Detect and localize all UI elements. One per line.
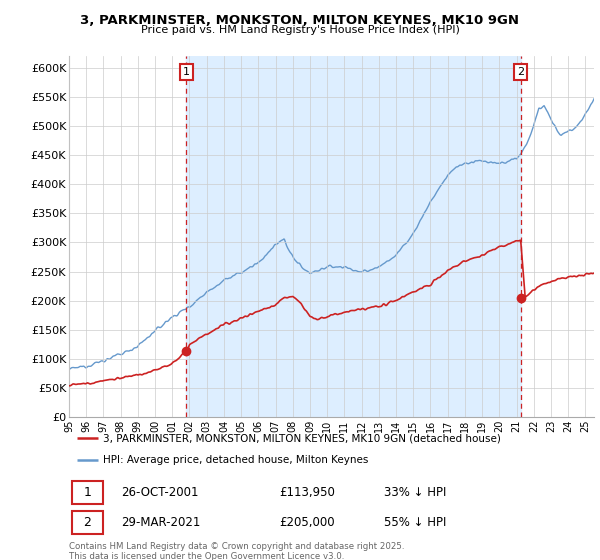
Text: 2: 2 <box>517 67 524 77</box>
Text: £205,000: £205,000 <box>279 516 335 529</box>
Text: 2: 2 <box>83 516 91 529</box>
Text: 1: 1 <box>83 486 91 499</box>
Text: £113,950: £113,950 <box>279 486 335 499</box>
Text: 55% ↓ HPI: 55% ↓ HPI <box>384 516 446 529</box>
Text: 3, PARKMINSTER, MONKSTON, MILTON KEYNES, MK10 9GN (detached house): 3, PARKMINSTER, MONKSTON, MILTON KEYNES,… <box>103 433 501 444</box>
Text: Contains HM Land Registry data © Crown copyright and database right 2025.
This d: Contains HM Land Registry data © Crown c… <box>69 542 404 560</box>
Text: 3, PARKMINSTER, MONKSTON, MILTON KEYNES, MK10 9GN: 3, PARKMINSTER, MONKSTON, MILTON KEYNES,… <box>80 14 520 27</box>
Text: Price paid vs. HM Land Registry's House Price Index (HPI): Price paid vs. HM Land Registry's House … <box>140 25 460 35</box>
Text: 1: 1 <box>183 67 190 77</box>
Text: HPI: Average price, detached house, Milton Keynes: HPI: Average price, detached house, Milt… <box>103 455 368 465</box>
Text: 33% ↓ HPI: 33% ↓ HPI <box>384 486 446 499</box>
FancyBboxPatch shape <box>71 480 103 504</box>
Text: 29-MAR-2021: 29-MAR-2021 <box>121 516 201 529</box>
Text: 26-OCT-2001: 26-OCT-2001 <box>121 486 199 499</box>
FancyBboxPatch shape <box>71 511 103 534</box>
Bar <box>187 56 521 417</box>
